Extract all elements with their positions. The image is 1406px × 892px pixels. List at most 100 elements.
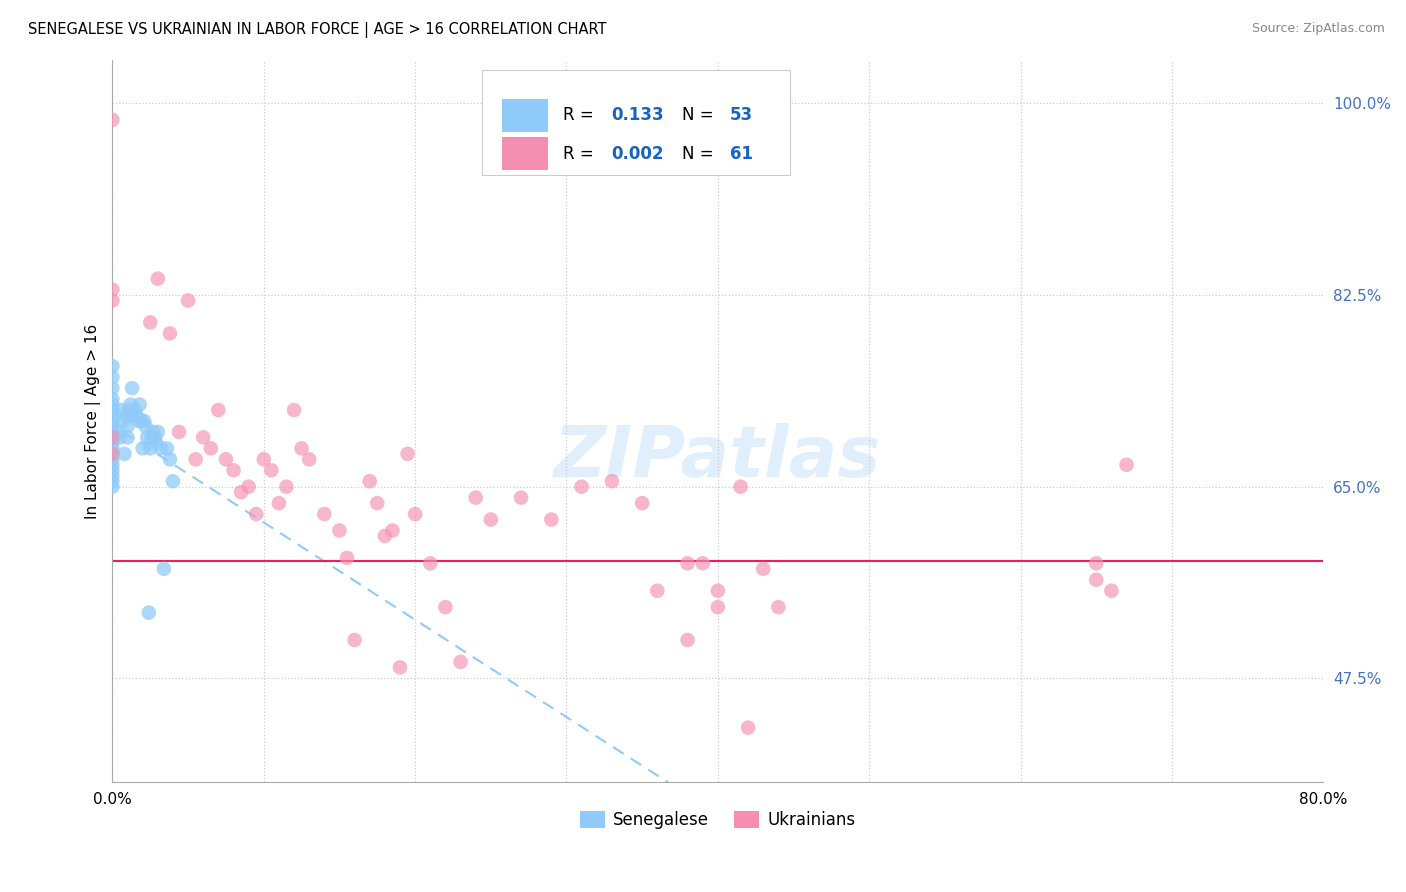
Text: N =: N =	[682, 145, 718, 162]
Point	[267, 496, 290, 510]
Text: 61: 61	[730, 145, 754, 162]
Point	[101, 414, 124, 428]
Point	[571, 480, 593, 494]
Point	[101, 430, 124, 444]
Point	[291, 442, 314, 456]
Point	[737, 721, 759, 735]
Point	[129, 414, 152, 428]
Point	[752, 562, 775, 576]
Point	[707, 600, 730, 615]
Point	[127, 414, 149, 428]
Text: SENEGALESE VS UKRAINIAN IN LABOR FORCE | AGE > 16 CORRELATION CHART: SENEGALESE VS UKRAINIAN IN LABOR FORCE |…	[28, 22, 606, 38]
Point	[156, 442, 179, 456]
Point	[111, 414, 134, 428]
Point	[101, 370, 124, 384]
Point	[1099, 583, 1122, 598]
Point	[101, 447, 124, 461]
Point	[215, 452, 238, 467]
Point	[101, 419, 124, 434]
Point	[162, 474, 184, 488]
Point	[238, 480, 260, 494]
Point	[142, 425, 165, 439]
Point	[1085, 557, 1108, 571]
Point	[464, 491, 486, 505]
Point	[184, 452, 207, 467]
Point	[145, 435, 167, 450]
Point	[328, 524, 350, 538]
Point	[121, 381, 143, 395]
Point	[101, 403, 124, 417]
Point	[298, 452, 321, 467]
Point	[143, 430, 166, 444]
Point	[600, 474, 623, 488]
Point	[101, 442, 124, 456]
Point	[167, 425, 190, 439]
Point	[645, 583, 668, 598]
Point	[374, 529, 396, 543]
Point	[146, 425, 169, 439]
Point	[101, 468, 124, 483]
Point	[118, 403, 141, 417]
Point	[146, 271, 169, 285]
Point	[359, 474, 381, 488]
Point	[122, 409, 145, 423]
Point	[136, 430, 159, 444]
Point	[283, 403, 305, 417]
Y-axis label: In Labor Force | Age > 16: In Labor Force | Age > 16	[86, 324, 101, 518]
Point	[404, 507, 426, 521]
Text: 0.133: 0.133	[612, 106, 664, 124]
Point	[177, 293, 200, 308]
Text: 53: 53	[730, 106, 754, 124]
Point	[120, 398, 142, 412]
Point	[117, 419, 139, 434]
Point	[139, 442, 162, 456]
Point	[135, 419, 157, 434]
Point	[510, 491, 533, 505]
Text: ZIPatlas: ZIPatlas	[554, 423, 882, 491]
Point	[108, 430, 131, 444]
Point	[153, 562, 176, 576]
Point	[149, 442, 172, 456]
Point	[110, 403, 132, 417]
Point	[314, 507, 336, 521]
Point	[101, 430, 124, 444]
Point	[101, 458, 124, 472]
Point	[207, 403, 229, 417]
Point	[343, 632, 366, 647]
Point	[101, 398, 124, 412]
Point	[1085, 573, 1108, 587]
Point	[200, 442, 222, 456]
Point	[101, 474, 124, 488]
Point	[117, 430, 139, 444]
Point	[101, 452, 124, 467]
FancyBboxPatch shape	[482, 70, 790, 175]
Point	[193, 430, 215, 444]
Point	[692, 557, 714, 571]
Point	[1115, 458, 1137, 472]
Point	[128, 398, 150, 412]
Text: R =: R =	[562, 145, 599, 162]
Text: R =: R =	[562, 106, 599, 124]
Point	[101, 463, 124, 477]
Legend: Senegalese, Ukrainians: Senegalese, Ukrainians	[574, 804, 862, 836]
Point	[139, 315, 162, 329]
Point	[388, 660, 411, 674]
Point	[159, 326, 181, 341]
Text: N =: N =	[682, 106, 718, 124]
Point	[131, 442, 153, 456]
Point	[141, 430, 163, 444]
Point	[676, 632, 699, 647]
FancyBboxPatch shape	[502, 99, 548, 131]
Point	[730, 480, 752, 494]
Point	[134, 414, 156, 428]
Point	[101, 447, 124, 461]
Point	[101, 293, 124, 308]
Point	[253, 452, 276, 467]
Point	[434, 600, 457, 615]
Point	[479, 512, 502, 526]
Point	[707, 583, 730, 598]
Point	[125, 409, 148, 423]
Point	[114, 447, 136, 461]
Point	[115, 409, 138, 423]
Point	[222, 463, 245, 477]
